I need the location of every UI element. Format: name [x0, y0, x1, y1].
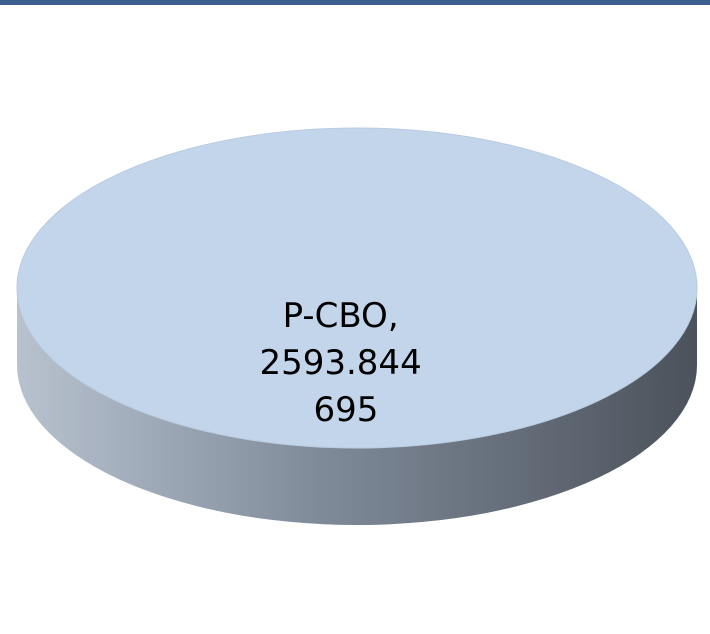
slice-data-label: P-CBO, 2593.844 695: [259, 296, 432, 430]
top-accent-rule: [0, 0, 710, 5]
pie-slice-p-cbo: [16, 127, 698, 449]
slice-label-line: P-CBO,: [283, 296, 399, 336]
slice-label-line: 695: [314, 390, 379, 430]
pie-slice-side: [17, 288, 697, 525]
slice-label-line: 2593.844: [259, 343, 421, 383]
pie-layer: [16, 127, 698, 525]
